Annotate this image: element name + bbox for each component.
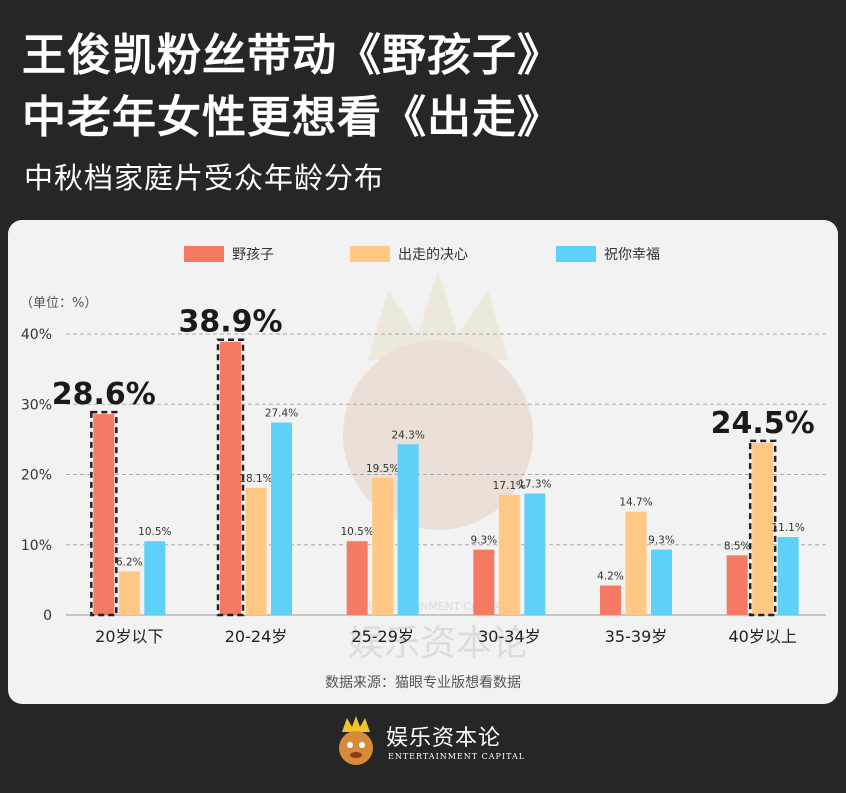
subtitle: 中秋档家庭片受众年龄分布 <box>24 161 385 195</box>
data-label: 11.1% <box>771 522 804 534</box>
legend-label-2: 出走的决心 <box>398 247 468 263</box>
bar <box>777 537 799 615</box>
brand-name: 娱乐资本论 <box>386 726 502 751</box>
data-label: 14.7% <box>619 497 652 509</box>
legend-item-3: 祝你幸福 <box>556 244 660 264</box>
bar <box>524 493 546 615</box>
chart-card: ENTERTAINMENT CAPITAL 娱乐资本论 野孩子 出走的决心 祝你… <box>8 220 838 704</box>
bar <box>144 541 166 615</box>
data-label: 9.3% <box>470 535 497 547</box>
x-tick-label: 20-24岁 <box>225 627 288 646</box>
data-label: 27.4% <box>265 408 298 420</box>
legend-swatch-3 <box>556 246 596 262</box>
highlight-label: 24.5% <box>711 406 815 441</box>
bar <box>498 494 520 615</box>
x-tick-label: 30-34岁 <box>478 627 541 646</box>
x-tick-label: 25-29岁 <box>351 627 414 646</box>
brand-mascot-icon <box>339 716 373 765</box>
x-tick-label: 35-39岁 <box>605 627 668 646</box>
data-label: 17.3% <box>518 478 551 490</box>
brand-subtitle: ENTERTAINMENT CAPITAL <box>388 752 526 761</box>
legend-label-1: 野孩子 <box>232 247 274 263</box>
legend-swatch-2 <box>350 246 390 262</box>
data-label: 8.5% <box>724 540 751 552</box>
watermark-text-cn: 娱乐资本论 <box>348 623 528 664</box>
data-label: 10.5% <box>340 526 373 538</box>
title-line-1: 王俊凯粉丝带动《野孩子》 <box>22 30 562 81</box>
bar <box>118 571 140 615</box>
legend-swatch-1 <box>184 246 224 262</box>
highlight-label: 38.9% <box>178 305 282 340</box>
bar <box>473 549 495 615</box>
bar <box>726 555 748 615</box>
data-label: 10.5% <box>138 526 171 538</box>
bar <box>372 478 394 615</box>
highlight-outline <box>216 338 245 617</box>
bar <box>752 442 774 615</box>
legend-item-1: 野孩子 <box>184 244 274 264</box>
data-label: 6.2% <box>116 556 143 568</box>
bar-chart: 0 10% 20% 30% 40% 28.6% 6.2% 10.5% 20岁以下 38.9% 18.… <box>21 305 826 646</box>
data-label: 17.1% <box>493 480 526 492</box>
data-source: 数据来源：猫眼专业版想看数据 <box>325 675 521 691</box>
data-label: 24.3% <box>391 429 424 441</box>
data-label: 19.5% <box>366 463 399 475</box>
data-label: 18.1% <box>239 473 272 485</box>
bar <box>625 511 647 615</box>
brand-footer: 娱乐资本论 ENTERTAINMENT CAPITAL <box>330 710 540 774</box>
y-tick-label: 30% <box>21 397 52 413</box>
data-label: 4.2% <box>597 570 624 582</box>
unit-label: （单位：%） <box>20 296 98 311</box>
data-label: 9.3% <box>648 535 675 547</box>
y-tick-label: 10% <box>21 538 52 554</box>
y-tick-label: 20% <box>21 468 52 484</box>
legend-item-2: 出走的决心 <box>350 244 468 264</box>
bar <box>651 549 672 615</box>
bar <box>600 585 621 615</box>
x-tick-label: 40岁以上 <box>728 627 796 646</box>
highlight-label: 28.6% <box>52 377 156 412</box>
highlight-outline <box>748 439 777 617</box>
bar <box>93 414 115 615</box>
title-line-2: 中老年女性更想看《出走》 <box>22 92 562 143</box>
highlight-outline <box>90 410 118 617</box>
y-tick-label: 0 <box>43 608 52 624</box>
bar <box>220 341 241 615</box>
bar <box>245 487 267 615</box>
bar <box>271 422 292 615</box>
legend-label-3: 祝你幸福 <box>604 247 660 263</box>
y-tick-label: 40% <box>21 327 52 343</box>
bar <box>397 444 419 615</box>
x-tick-label: 20岁以下 <box>95 627 163 646</box>
bar <box>346 541 368 615</box>
